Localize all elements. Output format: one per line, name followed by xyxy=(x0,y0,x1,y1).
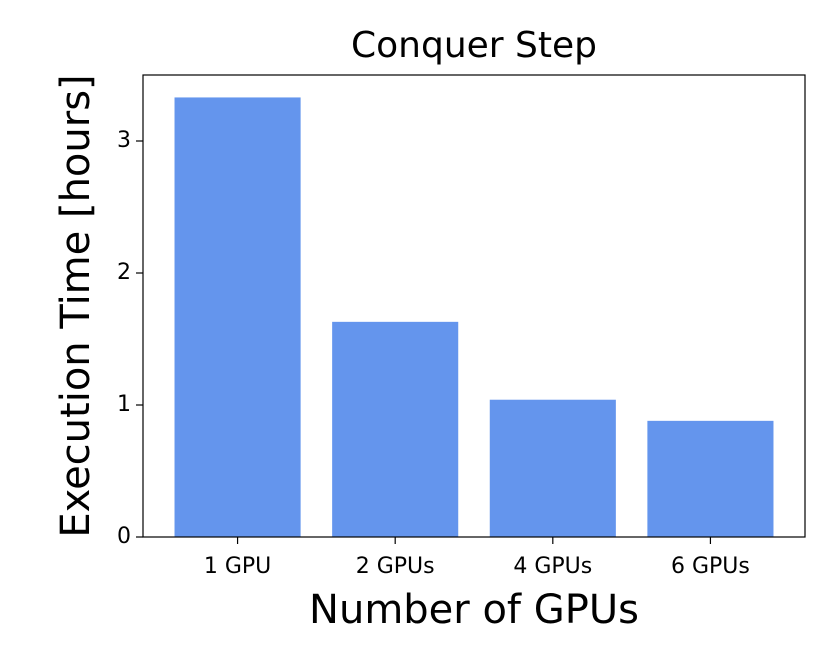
y-tick-label: 0 xyxy=(117,524,131,549)
bar xyxy=(647,420,774,537)
x-tick-label: 6 GPUs xyxy=(671,554,750,579)
x-tick-label: 2 GPUs xyxy=(356,554,435,579)
plot-frame xyxy=(142,74,806,538)
x-axis-label: Number of GPUs xyxy=(309,587,639,633)
bar xyxy=(332,321,459,537)
x-tick-label: 4 GPUs xyxy=(513,554,592,579)
x-tick-label: 1 GPU xyxy=(204,554,271,579)
y-tick-label: 3 xyxy=(117,128,131,153)
bar xyxy=(489,399,616,537)
chart-title: Conquer Step xyxy=(351,25,597,66)
bar xyxy=(174,97,301,537)
y-axis-label: Execution Time [hours] xyxy=(53,74,99,537)
y-tick-label: 2 xyxy=(117,260,131,285)
y-tick-label: 1 xyxy=(117,392,131,417)
